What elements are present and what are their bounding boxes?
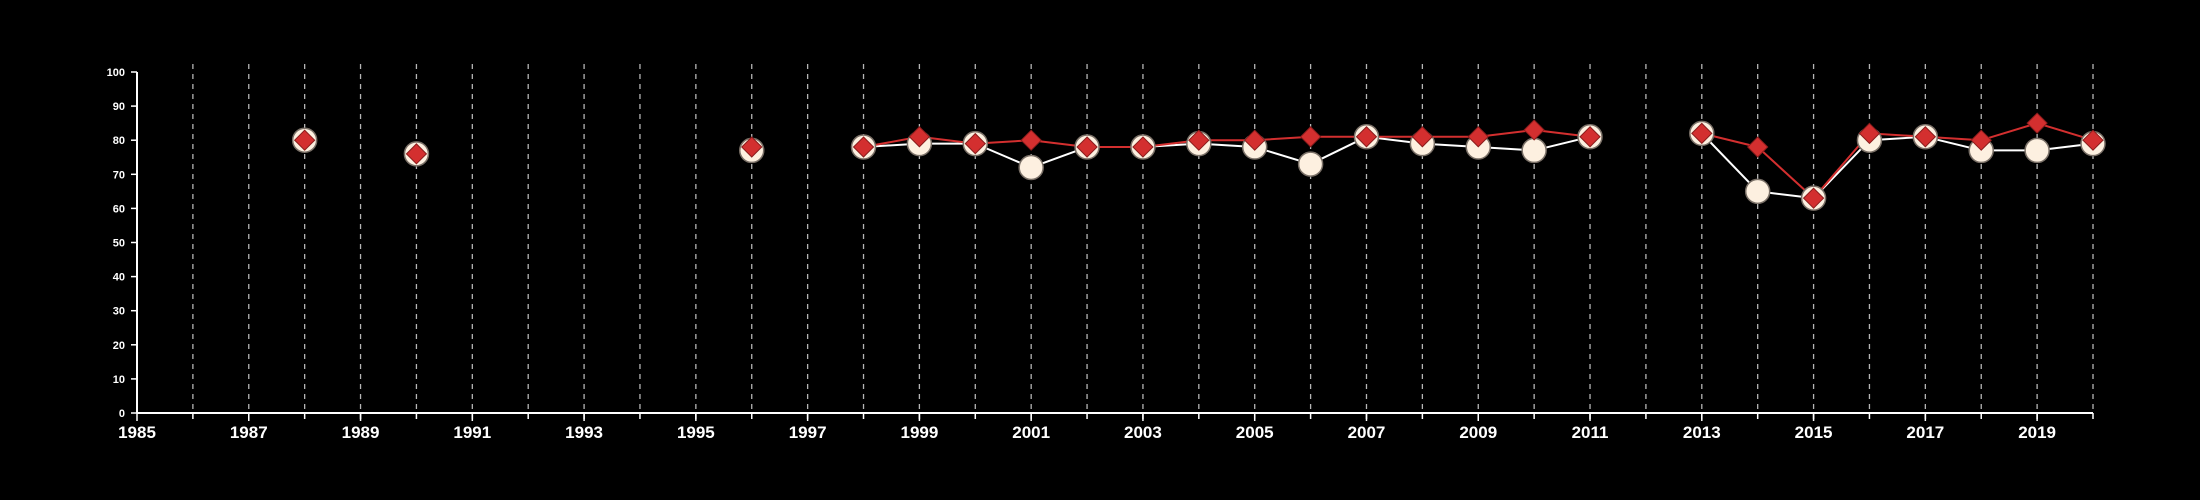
x-tick-label: 2005 <box>1236 423 1274 442</box>
vertical-grid <box>192 64 2094 413</box>
diamond-point <box>1411 126 1434 148</box>
y-tick-label: 90 <box>113 101 125 113</box>
x-tick-label: 2001 <box>1012 423 1050 442</box>
x-tick-label: 1989 <box>342 423 380 442</box>
diamond-point <box>1858 122 1881 145</box>
y-tick-label: 60 <box>113 203 125 215</box>
diamond-point <box>1244 129 1266 151</box>
circle-point <box>1297 151 1324 177</box>
diamond-point <box>1188 129 1210 151</box>
x-tick-label: 1995 <box>677 423 715 442</box>
diamond-point <box>1802 187 1825 209</box>
diamond-point <box>1020 129 1042 151</box>
x-tick-label: 1991 <box>453 423 491 442</box>
y-tick-label: 0 <box>119 408 125 420</box>
diamond-point <box>1467 126 1489 148</box>
diamond-point <box>1523 119 1545 141</box>
diamond-point <box>1914 126 1937 148</box>
x-tick-label: 2015 <box>1795 423 1833 442</box>
diamond-point <box>1746 136 1769 158</box>
circle-point <box>1744 178 1771 205</box>
y-tick-label: 20 <box>113 340 125 352</box>
x-tick-label: 2017 <box>1906 423 1944 442</box>
circle-point <box>1018 154 1044 181</box>
y-tick-label: 100 <box>107 67 125 79</box>
y-tick-label: 50 <box>113 238 125 250</box>
x-tick-label: 1997 <box>789 423 827 442</box>
diamond-point <box>2082 129 2104 151</box>
x-tick-label: 1993 <box>565 423 603 442</box>
diamond-point <box>964 132 986 155</box>
diamond-point <box>1132 136 1154 158</box>
x-tick-label: 2019 <box>2018 423 2056 442</box>
diamond-point <box>405 143 428 165</box>
diamond-point <box>1076 136 1098 158</box>
diamond-point <box>1355 126 1378 148</box>
series-line-diamond <box>1701 122 2094 200</box>
x-tick-label: 2007 <box>1348 423 1386 442</box>
x-tick-label: 1985 <box>118 423 156 442</box>
axes: 0 10 20 30 40 50 60 70 80 90 100 1985 1987 1989 1991 19… <box>107 67 2094 442</box>
x-tick-label: 1999 <box>900 423 938 442</box>
series <box>291 112 2106 211</box>
circle-point <box>1521 137 1547 164</box>
diamond-point <box>1970 129 1992 151</box>
diamond-point <box>741 136 763 158</box>
x-tick-label: 2009 <box>1459 423 1497 442</box>
diamond-point <box>1579 126 1601 148</box>
x-tick-label: 2011 <box>1572 423 1609 442</box>
y-tick-label: 30 <box>113 306 125 318</box>
x-tick-label: 2003 <box>1124 423 1162 442</box>
circle-point <box>2024 137 2050 164</box>
diamond-point <box>1299 126 1322 148</box>
y-tick-label: 40 <box>113 272 125 284</box>
diamond-point <box>1691 122 1713 145</box>
diamond-point <box>293 129 316 151</box>
diamond-point <box>2026 112 2048 134</box>
y-tick-label: 70 <box>113 169 125 181</box>
diamond-point <box>908 126 931 148</box>
diamond-point <box>852 136 875 158</box>
x-tick-label: 1987 <box>230 423 268 442</box>
x-tick-label: 2013 <box>1683 423 1721 442</box>
y-tick-label: 80 <box>113 135 125 147</box>
y-tick-label: 10 <box>113 374 125 386</box>
